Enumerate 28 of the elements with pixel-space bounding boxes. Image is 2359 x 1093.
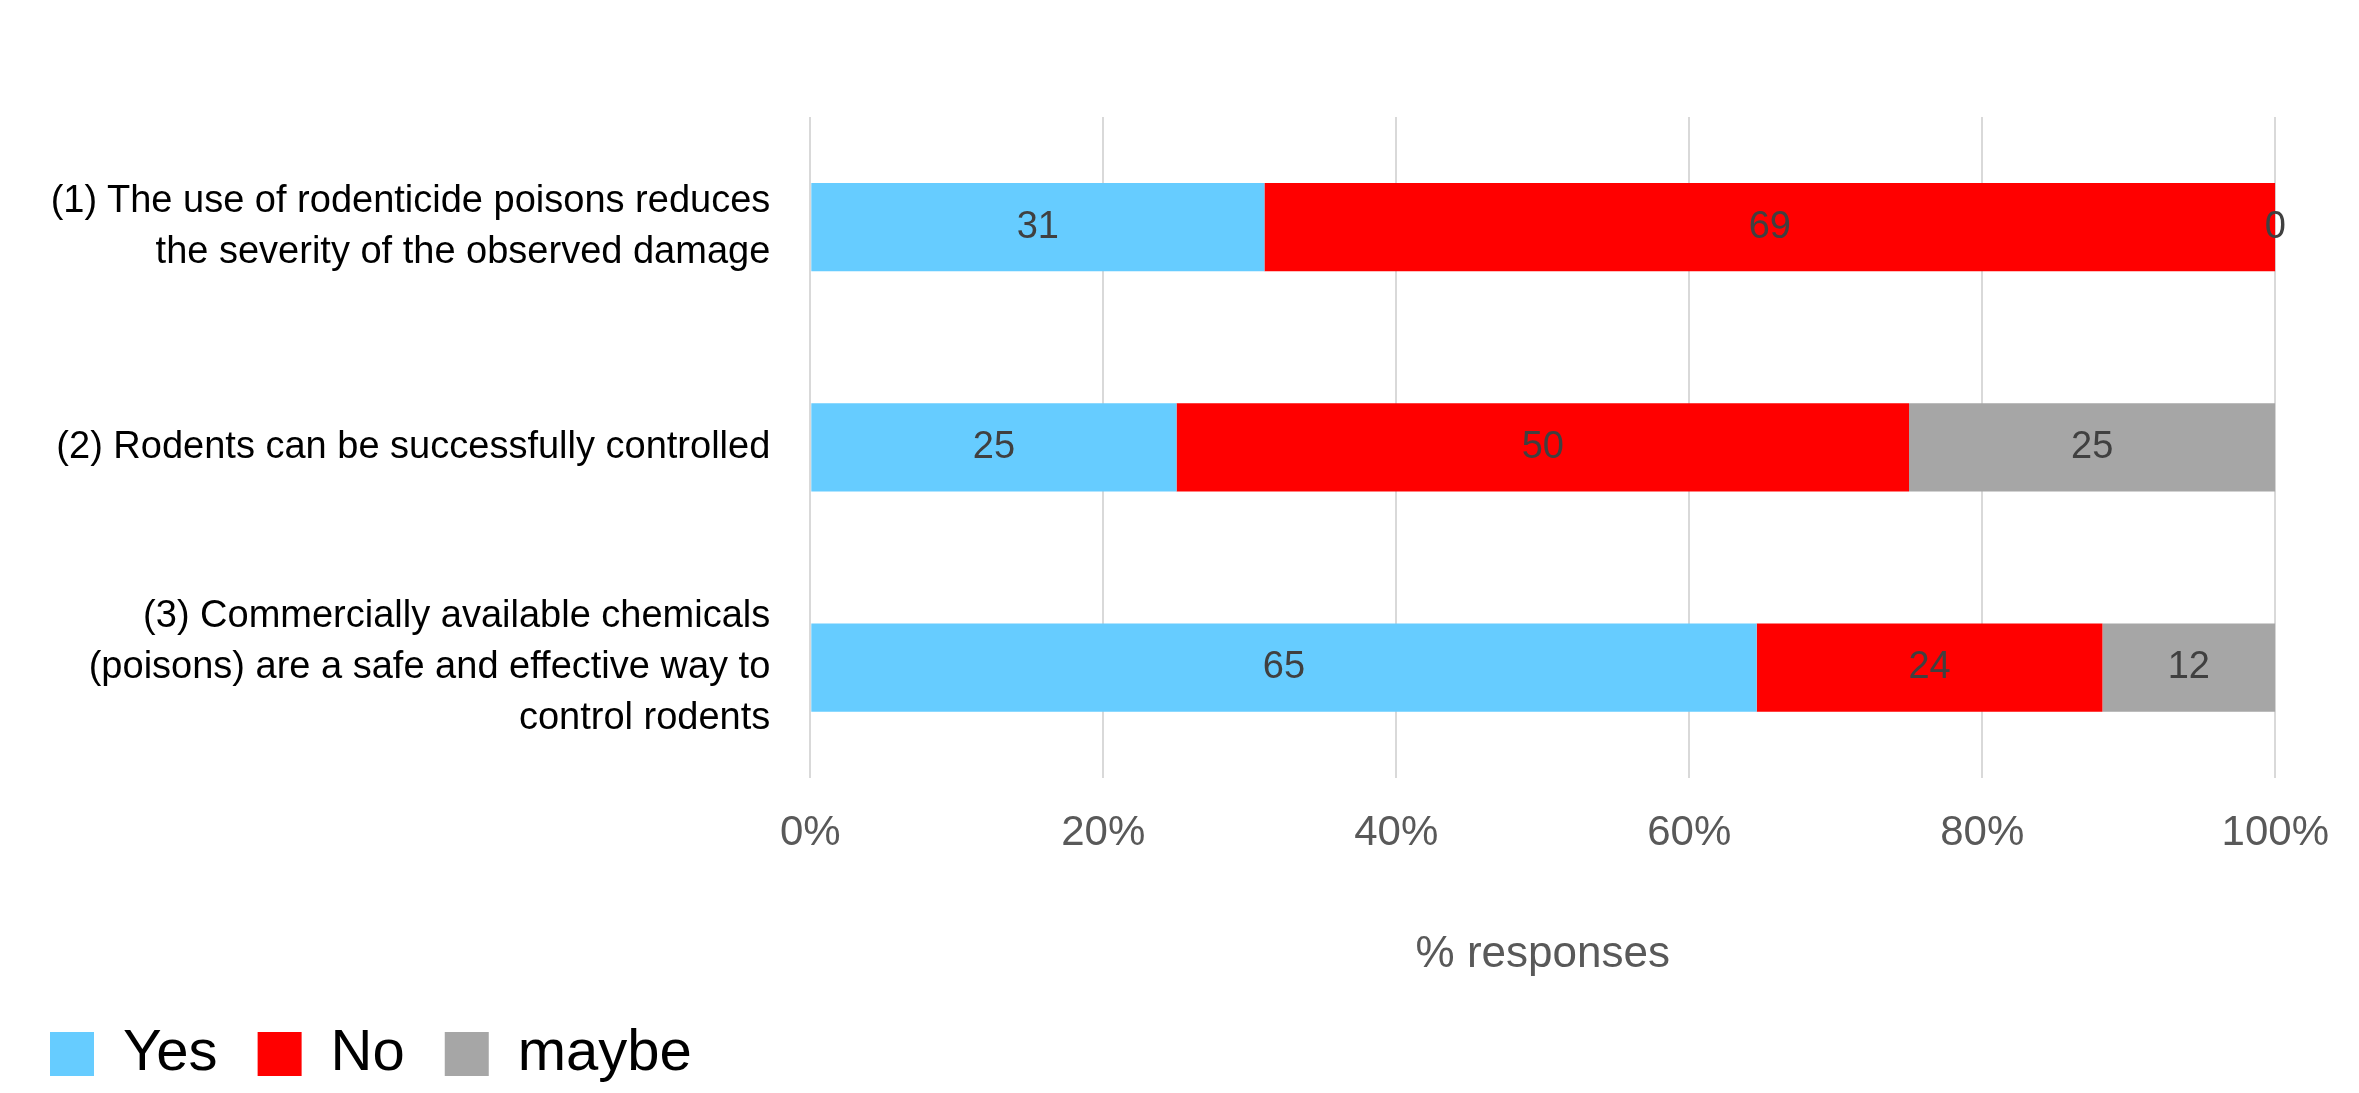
legend-label: Yes (123, 1017, 218, 1082)
legend-label: No (330, 1017, 405, 1082)
bar (1909, 403, 2276, 492)
bar (1176, 403, 1910, 492)
y-tick-label: (1) The use of rodenticide poisons reduces the severity of the observed damage (50, 177, 771, 272)
data-label: 69 (1748, 203, 1792, 246)
x-tick-label: 20% (1061, 806, 1146, 854)
data-label: 24 (1908, 644, 1951, 687)
bar (811, 623, 1757, 712)
data-label: 65 (1262, 644, 1306, 687)
x-tick-label: 100% (2221, 806, 2329, 854)
x-tick-label: 0% (779, 806, 841, 854)
y-tick-label: (2) Rodents can be successfully controlled (56, 423, 771, 466)
data-label: 50 (1521, 423, 1564, 466)
x-tick-label: 60% (1647, 806, 1732, 854)
bar (2102, 623, 2276, 712)
x-tick-label: 80% (1940, 806, 2025, 854)
bar (811, 183, 1265, 272)
x-axis-title: % responses (1415, 926, 1670, 976)
y-tick-label: (3) Commercially available chemicals (poisons) are a safe and effective way to control rodents (88, 592, 771, 738)
legend-label: maybe (517, 1017, 692, 1082)
data-label: 12 (2167, 644, 2210, 687)
data-label: 25 (2071, 423, 2114, 466)
data-label: 31 (1016, 203, 1060, 246)
bar (1756, 623, 2103, 712)
bar (811, 403, 1177, 492)
x-tick-label: 40% (1354, 806, 1439, 854)
data-label: 25 (972, 423, 1016, 466)
